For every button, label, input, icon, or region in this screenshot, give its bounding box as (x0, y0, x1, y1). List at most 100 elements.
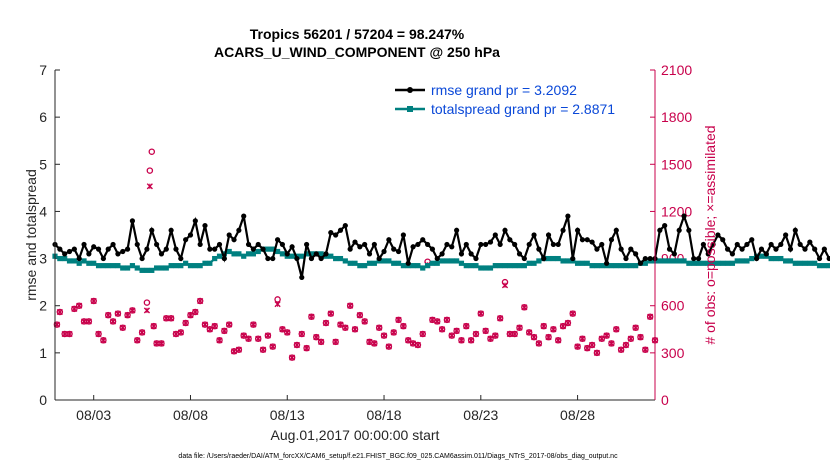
totalspread-point (487, 265, 494, 271)
totalspread-point (115, 263, 121, 269)
rmse-point (289, 244, 295, 250)
totalspread-point (545, 255, 552, 262)
totalspread-point (792, 260, 798, 266)
rmse-point (134, 241, 140, 248)
rmse-point (158, 251, 165, 257)
totalspread-point (623, 263, 629, 269)
totalspread-point (265, 246, 271, 252)
obs-assimilated-point (647, 313, 654, 320)
obs-assimilated-point (613, 326, 620, 333)
rmse-point (342, 222, 348, 229)
totalspread-point (783, 258, 789, 264)
rmse-point (333, 232, 339, 238)
obs-assimilated-point (90, 297, 97, 305)
rmse-point (231, 237, 237, 243)
obs-assimilated-point (226, 321, 233, 328)
rmse-point (613, 227, 619, 233)
rmse-point (265, 255, 271, 262)
totalspread-point (362, 263, 368, 269)
rmse-point (710, 241, 716, 248)
obs-assimilated-point (284, 329, 291, 336)
obs-assimilated-point (327, 310, 334, 317)
totalspread-point (691, 260, 697, 266)
rmse-point (197, 241, 203, 248)
rmse-point (144, 246, 150, 252)
rmse-point (294, 255, 300, 262)
totalspread-point (357, 263, 363, 269)
totalspread-point (700, 260, 706, 266)
rmse-point (250, 246, 256, 252)
rmse-point (778, 241, 784, 248)
rmse-point (744, 241, 750, 248)
totalspread-point (768, 255, 774, 262)
obs-assimilated-point (332, 338, 339, 345)
totalspread-point (560, 258, 566, 264)
obs-assimilated-point (453, 327, 460, 334)
totalspread-point (473, 263, 479, 269)
obs-assimilated-point (351, 326, 359, 333)
obs-assimilated-point (356, 312, 363, 319)
rmse-point (526, 241, 532, 248)
totalspread-point (163, 265, 169, 271)
rmse-point (400, 232, 406, 238)
x-axis-label: Aug.01,2017 00:00:00 start (271, 427, 440, 443)
rmse-point (734, 241, 740, 248)
obs-assimilated-point (264, 332, 271, 339)
rmse-point (541, 255, 547, 262)
rmse-point (589, 239, 595, 245)
rmse-point (531, 232, 537, 238)
legend-spread-marker (407, 106, 413, 112)
totalspread-point (328, 253, 334, 259)
obs-assimilated-point (318, 338, 325, 345)
obs-assimilated-point (114, 310, 121, 317)
y-tick-label: 1 (39, 345, 47, 361)
right-y-tick-label: 2100 (661, 62, 692, 78)
rmse-point (647, 255, 653, 262)
rmse-point (57, 246, 63, 252)
rmse-point (797, 241, 803, 248)
totalspread-point (802, 260, 808, 266)
x-tick-label: 08/18 (367, 407, 402, 423)
obs-assimilated-point (501, 282, 509, 289)
rmse-point (221, 255, 227, 262)
x-axis-ticks: 08/03 08/08 08/13 08/18 08/23 08/28 (76, 395, 595, 423)
obs-assimilated-point (622, 341, 630, 349)
obs-assimilated-point (439, 326, 446, 333)
x-tick-label: 08/13 (270, 407, 305, 423)
rmse-point (371, 241, 377, 248)
rmse-point (71, 246, 77, 252)
rmse-point (483, 241, 489, 248)
rmse-point (362, 241, 368, 248)
obs-assimilated-point (559, 323, 567, 330)
totalspread-point (154, 265, 160, 271)
totalspread-point (715, 260, 721, 266)
obs-assimilated-point (458, 337, 465, 344)
totalspread-point (168, 263, 174, 269)
totalspread-point (207, 260, 213, 266)
obs-assimilated-point (642, 346, 649, 353)
obs-assimilated-point (448, 332, 455, 339)
rmse-point (584, 237, 590, 243)
obs-assimilated-point (206, 326, 213, 333)
totalspread-point (565, 258, 571, 264)
obs-assimilated-point (593, 349, 601, 356)
obs-assimilated-point (347, 302, 354, 309)
rmse-point (497, 241, 503, 248)
obs-assimilated-point (477, 310, 484, 317)
rmse-point (812, 246, 818, 252)
obs-assimilated-point (163, 315, 170, 322)
obs-assimilated-point (564, 319, 571, 327)
rmse-point (492, 232, 498, 238)
obs-assimilated-point (598, 335, 605, 342)
rmse-point (700, 241, 706, 248)
chart-subtitle: ACARS_U_WIND_COMPONENT @ 250 hPa (214, 44, 500, 60)
obs-assimilated-point (627, 335, 634, 342)
totalspread-point (105, 263, 111, 269)
right-y-axis-ticks: 03006009001200150018002100 (650, 62, 692, 408)
totalspread-point (642, 260, 648, 266)
rmse-point (115, 251, 121, 257)
totalspread-point (633, 263, 639, 269)
totalspread-point (86, 260, 92, 266)
rmse-point (236, 227, 242, 233)
